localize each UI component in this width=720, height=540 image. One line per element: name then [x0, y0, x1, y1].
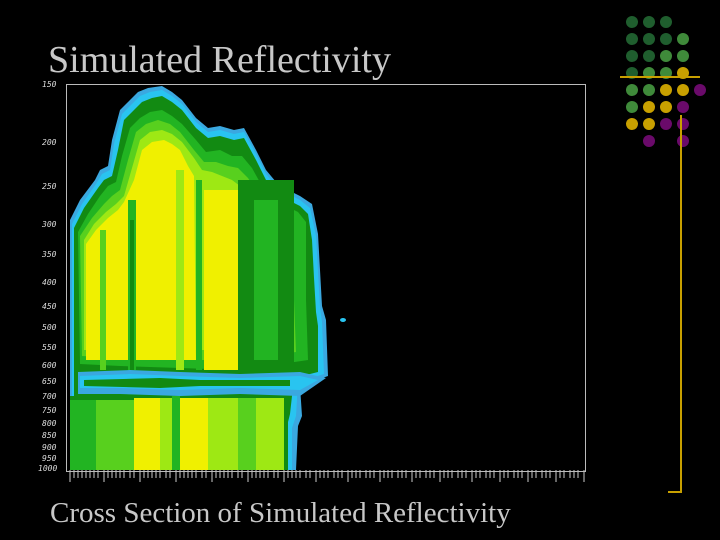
y-tick-label: 450 — [42, 302, 57, 311]
dot-row-8 — [643, 135, 689, 147]
y-tick-label: 650 — [42, 377, 57, 386]
layer-yellow — [86, 140, 196, 360]
y-tick-label: 900 — [42, 443, 57, 452]
lower-yellow — [134, 398, 160, 470]
slide-title: Simulated Reflectivity — [48, 39, 391, 81]
y-tick-label: 750 — [42, 406, 57, 415]
lower-green — [70, 400, 96, 470]
dot-row-1 — [626, 16, 672, 28]
decorative-dot-grid — [626, 16, 706, 147]
dot-row-5 — [626, 84, 706, 96]
y-tick-label: 800 — [42, 419, 57, 428]
y-tick-label: 600 — [42, 361, 57, 370]
y-tick-label: 400 — [42, 278, 57, 287]
plot-frame — [66, 84, 586, 472]
y-tick-label: 1000 — [38, 464, 58, 473]
dot-row-6 — [626, 101, 689, 113]
y-tick-label: 850 — [42, 431, 57, 440]
dot-row-2 — [626, 33, 689, 45]
lower-yellow-green — [208, 398, 230, 470]
decorative-rule-bottom — [668, 491, 682, 493]
streak — [204, 190, 238, 370]
lower-column — [172, 396, 180, 470]
lower-light-green — [96, 400, 134, 470]
y-tick-label: 500 — [42, 323, 57, 332]
streak — [176, 170, 184, 370]
streak — [130, 220, 134, 370]
decorative-rule-horizontal — [620, 76, 700, 78]
slide-caption: Cross Section of Simulated Reflectivity — [50, 497, 511, 529]
decorative-rule-vertical — [680, 115, 682, 492]
y-tick-label: 550 — [42, 343, 57, 352]
streak — [100, 230, 106, 370]
bright-band-core — [84, 378, 290, 388]
lower-yellow-2 — [160, 398, 172, 470]
x-axis-ticks — [69, 470, 585, 482]
dot-row-3 — [626, 50, 689, 62]
y-tick-label: 300 — [42, 220, 57, 229]
lower-yellow-3 — [180, 398, 208, 470]
streak — [254, 200, 278, 360]
lower-green-2 — [238, 398, 256, 470]
isolated-echo — [340, 318, 346, 322]
streak — [196, 180, 202, 370]
y-tick-label: 700 — [42, 392, 57, 401]
y-tick-label: 950 — [42, 454, 57, 463]
y-tick-label: 150 — [42, 80, 57, 89]
y-tick-label: 250 — [42, 182, 57, 191]
y-tick-label: 200 — [42, 138, 57, 147]
y-tick-label: 350 — [42, 250, 57, 259]
